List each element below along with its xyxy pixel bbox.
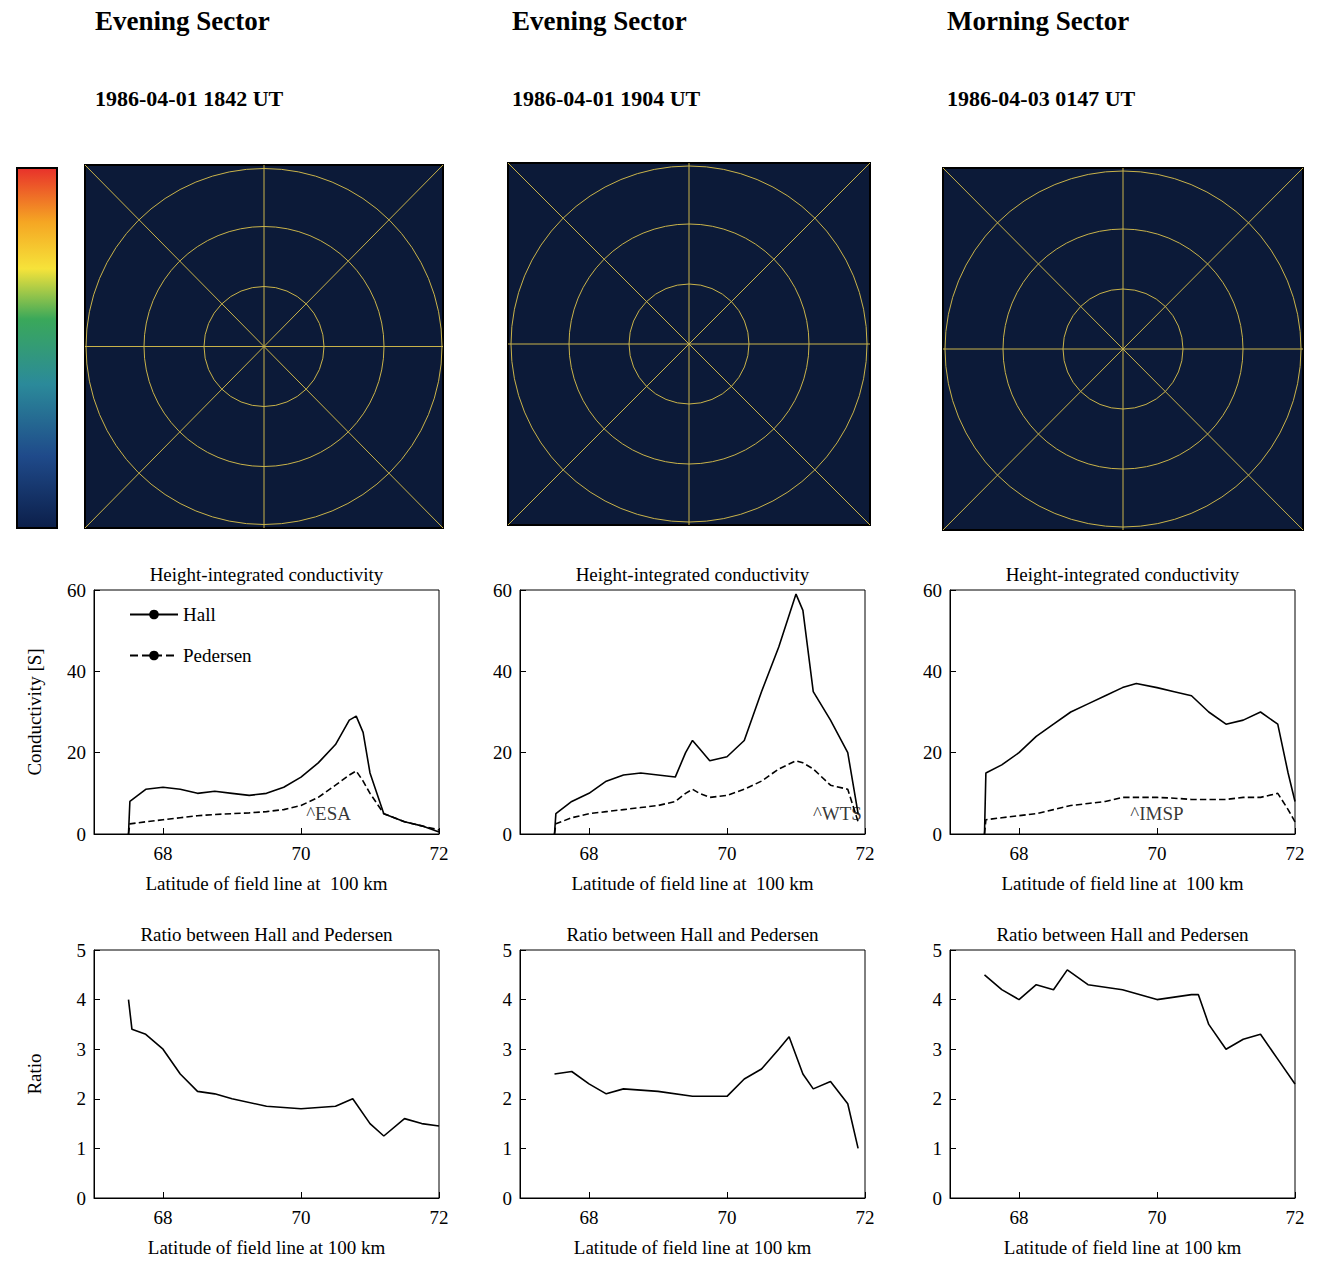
svg-text:0: 0 (77, 824, 87, 845)
svg-text:70: 70 (718, 1207, 737, 1228)
svg-text:Latitude of field line at 100: Latitude of field line at 100 km (148, 1237, 386, 1258)
svg-text:5: 5 (77, 940, 87, 961)
svg-text:20: 20 (493, 742, 512, 763)
svg-text:3: 3 (77, 1039, 87, 1060)
svg-text:68: 68 (1010, 843, 1029, 864)
svg-text:0: 0 (77, 1188, 87, 1209)
svg-text:68: 68 (1010, 1207, 1029, 1228)
svg-text:0: 0 (503, 1188, 513, 1209)
svg-text:Conductivity [S]: Conductivity [S] (24, 648, 45, 775)
svg-text:72: 72 (856, 1207, 875, 1228)
svg-text:40: 40 (493, 661, 512, 682)
svg-text:72: 72 (430, 843, 449, 864)
svg-text:20: 20 (67, 742, 86, 763)
svg-text:70: 70 (1148, 843, 1167, 864)
svg-text:70: 70 (1148, 1207, 1167, 1228)
html-text:1986-04-03 0147 UT: 1986-04-03 0147 UT (947, 86, 1136, 111)
svg-text:3: 3 (503, 1039, 513, 1060)
svg-text:2: 2 (503, 1088, 513, 1109)
svg-text:Latitude of field line at 100: Latitude of field line at 100 km (145, 873, 387, 894)
svg-text:70: 70 (292, 1207, 311, 1228)
svg-text:Pedersen: Pedersen (183, 645, 252, 666)
svg-text:5: 5 (933, 940, 943, 961)
svg-text:Latitude of field line at 100: Latitude of field line at 100 km (1004, 1237, 1242, 1258)
svg-text:Latitude of field line at 100: Latitude of field line at 100 km (1001, 873, 1243, 894)
svg-text:^IMSP: ^IMSP (1130, 803, 1183, 824)
svg-text:68: 68 (580, 843, 599, 864)
svg-text:70: 70 (292, 843, 311, 864)
svg-text:72: 72 (1286, 843, 1305, 864)
html-text:1986-04-01 1904 UT: 1986-04-01 1904 UT (512, 86, 701, 111)
svg-text:60: 60 (493, 580, 512, 601)
svg-text:68: 68 (580, 1207, 599, 1228)
html-text:Evening Sector: Evening Sector (95, 6, 270, 36)
svg-text:4: 4 (933, 989, 943, 1010)
svg-text:3: 3 (933, 1039, 943, 1060)
svg-text:60: 60 (67, 580, 86, 601)
html-text:Height-integrated conductivity: Height-integrated conductivity (575, 564, 810, 585)
svg-text:0: 0 (933, 824, 943, 845)
svg-text:Latitude of field line at 100: Latitude of field line at 100 km (574, 1237, 812, 1258)
svg-text:68: 68 (154, 1207, 173, 1228)
html-text:Height-integrated conductivity: Height-integrated conductivity (1005, 564, 1240, 585)
svg-text:1: 1 (933, 1138, 943, 1159)
svg-text:4: 4 (77, 989, 87, 1010)
svg-text:72: 72 (430, 1207, 449, 1228)
svg-text:60: 60 (923, 580, 942, 601)
svg-text:5: 5 (503, 940, 513, 961)
svg-text:Ratio: Ratio (24, 1053, 45, 1094)
svg-text:Latitude of field line at 100: Latitude of field line at 100 km (571, 873, 813, 894)
html-text:Morning Sector: Morning Sector (947, 6, 1130, 36)
svg-text:68: 68 (154, 843, 173, 864)
svg-text:72: 72 (856, 843, 875, 864)
html-text:Ratio between Hall and Pederse: Ratio between Hall and Pedersen (996, 924, 1249, 945)
svg-text:70: 70 (718, 843, 737, 864)
svg-text:20: 20 (923, 742, 942, 763)
html-text:Ratio between Hall and Pederse: Ratio between Hall and Pedersen (566, 924, 819, 945)
html-text:Ratio between Hall and Pederse: Ratio between Hall and Pedersen (140, 924, 393, 945)
svg-text:1: 1 (503, 1138, 513, 1159)
svg-text:0: 0 (503, 824, 513, 845)
html-text:Evening Sector: Evening Sector (512, 6, 687, 36)
html-text:Height-integrated conductivity: Height-integrated conductivity (149, 564, 384, 585)
svg-text:4: 4 (503, 989, 513, 1010)
svg-text:40: 40 (923, 661, 942, 682)
svg-text:72: 72 (1286, 1207, 1305, 1228)
html-text:1986-04-01 1842 UT: 1986-04-01 1842 UT (95, 86, 284, 111)
svg-text:^WTS: ^WTS (813, 803, 862, 824)
svg-text:2: 2 (77, 1088, 87, 1109)
svg-text:Hall: Hall (183, 604, 216, 625)
svg-text:^ESA: ^ESA (306, 803, 351, 824)
svg-text:0: 0 (933, 1188, 943, 1209)
svg-text:40: 40 (67, 661, 86, 682)
svg-text:1: 1 (77, 1138, 87, 1159)
svg-text:2: 2 (933, 1088, 943, 1109)
